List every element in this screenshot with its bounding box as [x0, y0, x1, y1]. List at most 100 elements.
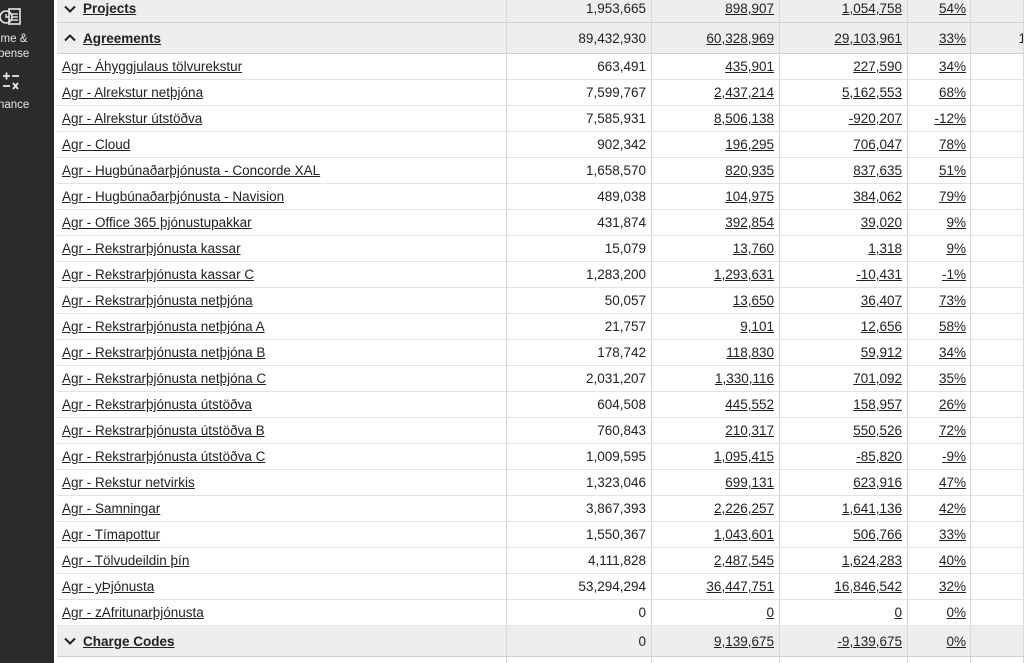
value-link[interactable]: 29,103,961 [834, 30, 902, 46]
value-link[interactable]: 898,907 [725, 1, 774, 16]
value-link[interactable]: 699,131 [725, 475, 774, 490]
value-link[interactable]: 2,226,257 [713, 501, 774, 516]
agreement-link[interactable]: Agr - zAfritunarþjónusta [62, 605, 204, 620]
value-link[interactable]: 12,656 [860, 319, 902, 334]
value-link[interactable]: -9,139,675 [837, 633, 902, 649]
value-link[interactable]: -10,431 [856, 267, 902, 282]
value-link[interactable]: 2,437,214 [713, 85, 774, 100]
value-link[interactable]: 13,760 [732, 241, 774, 256]
value-link[interactable]: 196,295 [725, 137, 774, 152]
value-link[interactable]: 837,635 [853, 163, 902, 178]
value-link[interactable]: 9,139,675 [713, 633, 774, 649]
value-link[interactable]: 550,526 [853, 423, 902, 438]
value-link[interactable]: 706,047 [853, 137, 902, 152]
value-link[interactable]: 1,054,758 [841, 1, 902, 16]
agreement-link[interactable]: Agr - Rekstrarþjónusta kassar C [62, 267, 255, 282]
percent-link[interactable]: 47% [938, 475, 966, 490]
value-link[interactable]: 158,957 [853, 397, 902, 412]
value-link[interactable]: -85,820 [856, 449, 902, 464]
percent-link[interactable]: 32% [938, 579, 966, 594]
agreement-link[interactable]: Agr - yÞjónusta [62, 579, 155, 594]
value-link[interactable]: 104,975 [725, 189, 774, 204]
value-link[interactable]: 0 [766, 605, 774, 620]
value-link[interactable]: 2,487,545 [713, 553, 774, 568]
value-link[interactable]: 36,407 [860, 293, 902, 308]
value-link[interactable]: 8,506,138 [713, 111, 774, 126]
percent-link[interactable]: 68% [938, 85, 966, 100]
agreement-link[interactable]: Agr - Rekstrarþjónusta netþjóna C [62, 371, 267, 386]
group-link-agreements[interactable]: Agreements [83, 30, 162, 46]
group-link-projects[interactable]: Projects [83, 1, 137, 16]
value-link[interactable]: 118,830 [726, 345, 774, 360]
agreement-link[interactable]: Agr - Cloud [62, 137, 131, 152]
agreement-link[interactable]: Agr - Tölvudeildin þín [62, 553, 190, 568]
value-link[interactable]: 1,318 [868, 241, 902, 256]
chevron-down-icon[interactable] [62, 633, 78, 649]
value-link[interactable]: -920,207 [848, 111, 902, 126]
chevron-up-icon[interactable] [62, 30, 78, 46]
percent-link[interactable]: 0% [946, 605, 966, 620]
sidebar-item-time-expense[interactable]: ime & pense [0, 2, 54, 62]
agreement-link[interactable]: Agr - Áhyggjulaus tölvurekstur [62, 59, 243, 74]
sidebar-item-finance[interactable]: nance [0, 68, 54, 116]
value-link[interactable]: 0 [894, 605, 902, 620]
percent-link[interactable]: 0% [946, 633, 966, 649]
percent-link[interactable]: 51% [938, 163, 966, 178]
value-link[interactable]: 1,641,136 [841, 501, 902, 516]
value-link[interactable]: 435,901 [725, 59, 774, 74]
percent-link[interactable]: -9% [941, 449, 966, 464]
value-link[interactable]: 1,624,283 [841, 553, 902, 568]
value-link[interactable]: 506,766 [853, 527, 902, 542]
value-link[interactable]: 384,062 [853, 189, 902, 204]
agreement-link[interactable]: Agr - Tímapottur [62, 527, 161, 542]
value-link[interactable]: 623,916 [853, 475, 902, 490]
agreement-link[interactable]: Agr - Rekstrarþjónusta útstöðva B [62, 423, 265, 438]
percent-link[interactable]: 9% [946, 241, 966, 256]
agreement-link[interactable]: Agr - Alrekstur netþjóna [62, 85, 204, 100]
value-link[interactable]: 5,162,553 [841, 85, 902, 100]
percent-link[interactable]: 40% [938, 553, 966, 568]
percent-link[interactable]: 26% [938, 397, 966, 412]
value-link[interactable]: 820,935 [725, 163, 774, 178]
value-link[interactable]: 36,447,751 [706, 579, 774, 594]
percent-link[interactable]: 9% [946, 215, 966, 230]
value-link[interactable]: 227,590 [853, 59, 902, 74]
value-link[interactable]: 59,912 [860, 345, 902, 360]
value-link[interactable]: 1,330,116 [714, 371, 774, 386]
agreement-link[interactable]: Agr - Rekstrarþjónusta netþjóna B [62, 345, 266, 360]
agreement-link[interactable]: Agr - Alrekstur útstöðva [62, 111, 203, 126]
value-link[interactable]: 1,043,601 [713, 527, 774, 542]
value-link[interactable]: 13,650 [732, 293, 774, 308]
agreement-link[interactable]: Agr - Rekstrarþjónusta útstöðva C [62, 449, 266, 464]
agreement-link[interactable]: Agr - Rekstrarþjónusta netþjóna A [62, 319, 265, 334]
percent-link[interactable]: 34% [938, 345, 966, 360]
agreement-link[interactable]: Agr - Samningar [62, 501, 161, 516]
percent-link[interactable]: 33% [938, 30, 966, 46]
value-link[interactable]: 210,317 [725, 423, 774, 438]
value-link[interactable]: 701,092 [853, 371, 902, 386]
agreement-link[interactable]: Agr - Rekstrarþjónusta netþjóna [62, 293, 253, 308]
percent-link[interactable]: 42% [938, 501, 966, 516]
percent-link[interactable]: 54% [938, 1, 966, 16]
value-link[interactable]: 1,293,631 [713, 267, 774, 282]
percent-link[interactable]: -12% [934, 111, 966, 126]
value-link[interactable]: 392,854 [725, 215, 774, 230]
agreement-link[interactable]: Agr - Hugbúnaðarþjónusta - Navision [62, 189, 285, 204]
value-link[interactable]: 39,020 [860, 215, 902, 230]
percent-link[interactable]: 78% [938, 137, 966, 152]
agreement-link[interactable]: Agr - Rekstrarþjónusta kassar [62, 241, 241, 256]
value-link[interactable]: 1,095,415 [713, 449, 774, 464]
agreement-link[interactable]: Agr - Rekstrarþjónusta útstöðva [62, 397, 252, 412]
value-link[interactable]: 9,101 [740, 319, 774, 334]
agreement-link[interactable]: Agr - Office 365 þjónustupakkar [62, 215, 252, 230]
value-link[interactable]: 60,328,969 [706, 30, 774, 46]
group-link-charge-codes[interactable]: Charge Codes [83, 633, 175, 649]
chevron-down-icon[interactable] [62, 1, 78, 17]
percent-link[interactable]: 79% [938, 189, 966, 204]
percent-link[interactable]: 35% [938, 371, 966, 386]
value-link[interactable]: 16,846,542 [834, 579, 902, 594]
value-link[interactable]: 445,552 [725, 397, 774, 412]
percent-link[interactable]: 34% [938, 59, 966, 74]
agreement-link[interactable]: Agr - Rekstur netvirkis [62, 475, 195, 490]
percent-link[interactable]: 33% [938, 527, 966, 542]
